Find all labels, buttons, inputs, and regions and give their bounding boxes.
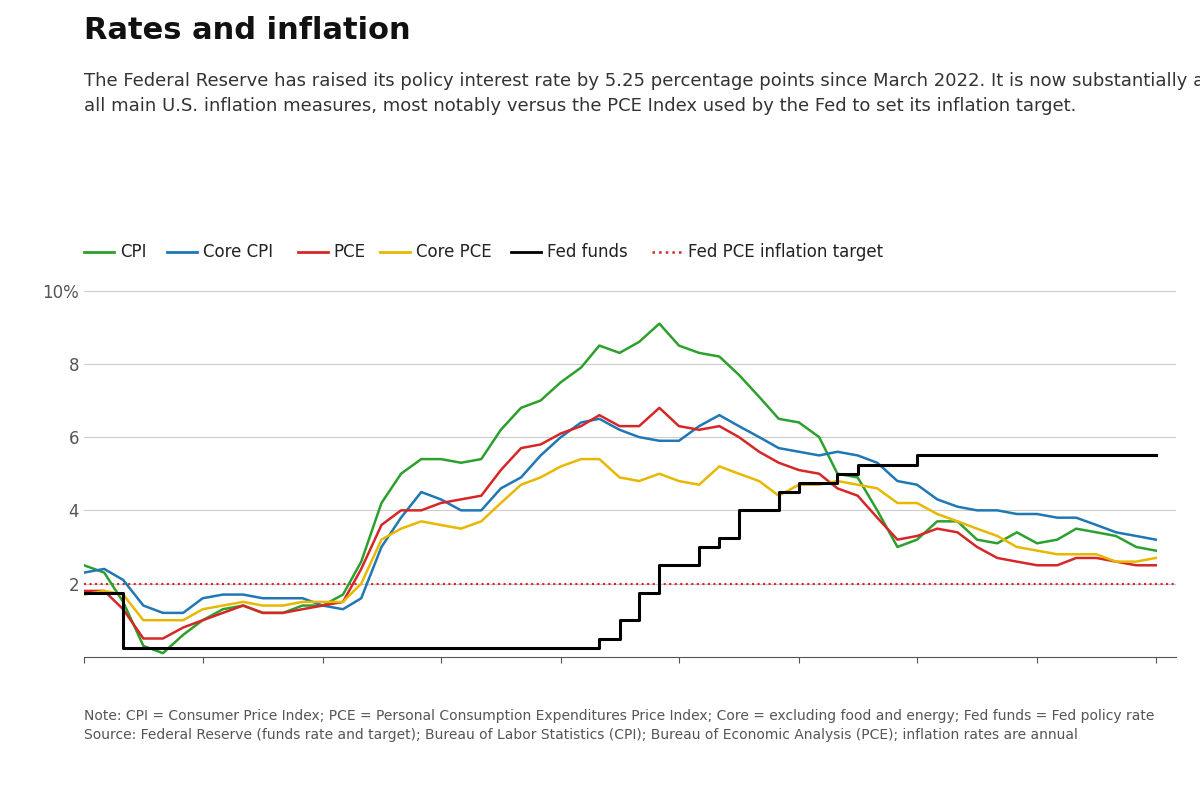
Text: Fed PCE inflation target: Fed PCE inflation target (688, 244, 883, 261)
Text: Core PCE: Core PCE (416, 244, 492, 261)
Text: Rates and inflation: Rates and inflation (84, 16, 410, 45)
Text: CPI: CPI (120, 244, 146, 261)
Text: Fed funds: Fed funds (547, 244, 628, 261)
Text: Note: CPI = Consumer Price Index; PCE = Personal Consumption Expenditures Price : Note: CPI = Consumer Price Index; PCE = … (84, 709, 1154, 743)
Text: PCE: PCE (334, 244, 366, 261)
Text: The Federal Reserve has raised its policy interest rate by 5.25 percentage point: The Federal Reserve has raised its polic… (84, 72, 1200, 115)
Text: Core CPI: Core CPI (203, 244, 272, 261)
